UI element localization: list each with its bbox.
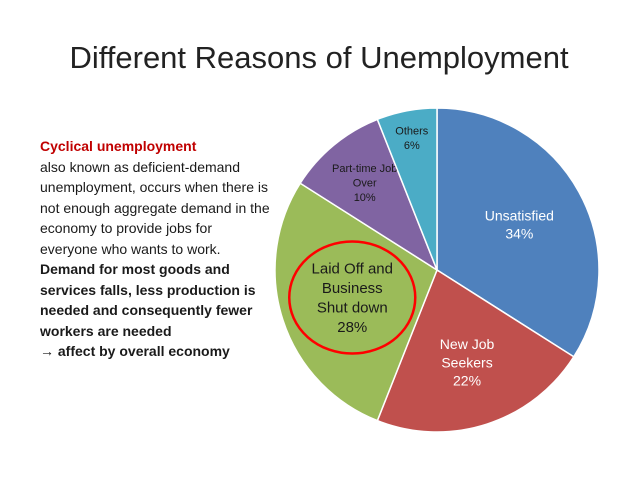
slice-label-2: Laid Off and Business Shut down 28% [312, 261, 393, 337]
slide-title: Different Reasons of Unemployment [69, 40, 569, 75]
slice-label-0: Unsatisfied 34% [485, 208, 554, 242]
pie-slice-2 [274, 182, 438, 422]
slice-label-4: Others 6% [395, 126, 429, 152]
highlight-circle [288, 240, 417, 355]
side-body: also known as deficient-demand unemploym… [40, 158, 270, 257]
pie-slice-3 [299, 118, 439, 272]
slice-label-1: New Job Seekers 22% [440, 336, 495, 388]
cyclical-unemployment-text: Cyclical unemployment also known as defi… [40, 136, 272, 362]
slice-label-3: Part-time Job Over 10% [332, 163, 397, 204]
side-heading: Cyclical unemployment [40, 138, 197, 154]
side-arrow-line: → affect by overall economy [40, 343, 230, 359]
pie-slice-0 [436, 107, 600, 358]
side-bold-text: Demand for most goods and services falls… [40, 261, 256, 339]
pie-slice-1 [376, 268, 575, 433]
pie-slice-4 [376, 107, 438, 271]
